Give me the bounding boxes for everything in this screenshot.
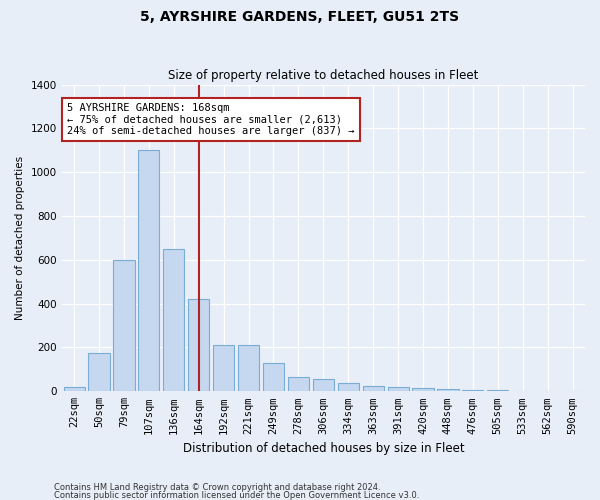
Text: Contains HM Land Registry data © Crown copyright and database right 2024.: Contains HM Land Registry data © Crown c… — [54, 484, 380, 492]
Bar — [263, 363, 284, 392]
Bar — [412, 388, 434, 392]
X-axis label: Distribution of detached houses by size in Fleet: Distribution of detached houses by size … — [182, 442, 464, 455]
Bar — [462, 390, 484, 392]
Bar — [138, 150, 160, 392]
Bar — [288, 377, 309, 392]
Bar — [338, 382, 359, 392]
Bar — [188, 300, 209, 392]
Bar — [388, 387, 409, 392]
Y-axis label: Number of detached properties: Number of detached properties — [15, 156, 25, 320]
Bar — [88, 353, 110, 392]
Bar — [313, 380, 334, 392]
Bar — [487, 390, 508, 392]
Bar — [213, 346, 234, 392]
Text: 5, AYRSHIRE GARDENS, FLEET, GU51 2TS: 5, AYRSHIRE GARDENS, FLEET, GU51 2TS — [140, 10, 460, 24]
Title: Size of property relative to detached houses in Fleet: Size of property relative to detached ho… — [168, 69, 479, 82]
Bar — [437, 389, 458, 392]
Bar — [163, 249, 184, 392]
Bar — [238, 346, 259, 392]
Text: 5 AYRSHIRE GARDENS: 168sqm
← 75% of detached houses are smaller (2,613)
24% of s: 5 AYRSHIRE GARDENS: 168sqm ← 75% of deta… — [67, 103, 355, 136]
Bar — [362, 386, 384, 392]
Bar — [64, 387, 85, 392]
Bar — [113, 260, 134, 392]
Text: Contains public sector information licensed under the Open Government Licence v3: Contains public sector information licen… — [54, 490, 419, 500]
